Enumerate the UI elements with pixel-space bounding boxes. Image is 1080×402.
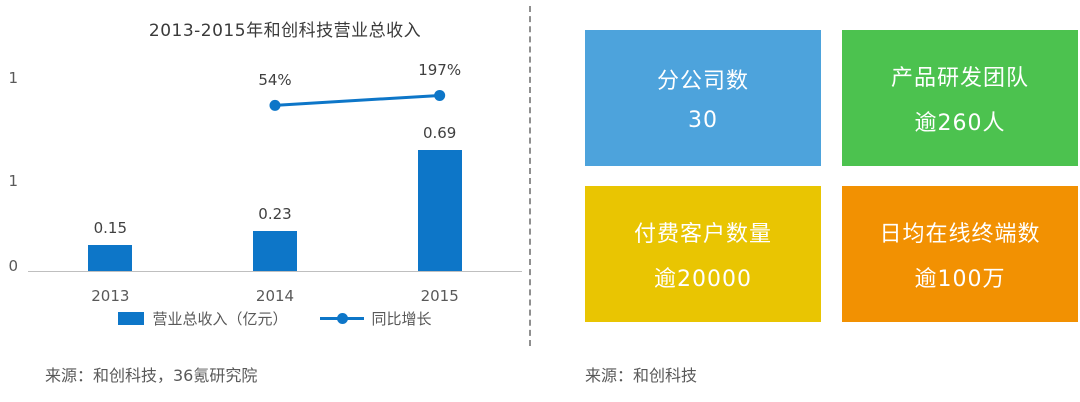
y-axis-tick: 1: [8, 172, 18, 190]
growth-value-label: 54%: [258, 71, 292, 90]
x-axis-label: 2013: [91, 287, 130, 305]
stat-card-paying-customers: 付费客户数量 逾20000: [585, 186, 821, 322]
growth-value-label: 197%: [418, 61, 462, 80]
bar-value-label: 0.15: [93, 219, 128, 237]
stat-value: 30: [688, 108, 718, 133]
stat-card-branches: 分公司数 30: [585, 30, 821, 166]
stats-source: 来源：和创科技: [585, 366, 698, 385]
revenue-chart-panel: 2013-2015年和创科技营业总收入 1 1 0 0.15 2013 0.23 20…: [0, 0, 530, 402]
stat-value: 逾20000: [654, 266, 752, 292]
plot-area: 0.15 2013 0.23 2014 54% 0.69 2015 197%: [28, 60, 522, 305]
stat-value: 逾260人: [914, 110, 1006, 136]
growth-line-dot: [434, 89, 446, 101]
line-marker-icon: [319, 312, 364, 325]
stats-panel: 分公司数 30 产品研发团队 逾260人 付费客户数量 逾20000 日均在线终…: [585, 30, 1078, 322]
x-axis-label: 2014: [255, 287, 295, 305]
revenue-bar: [253, 231, 297, 271]
stat-label: 日均在线终端数: [879, 221, 1041, 247]
revenue-bar: [88, 245, 133, 271]
growth-line-dot: [269, 99, 281, 111]
growth-line: [269, 89, 446, 111]
y-axis-tick: 0: [8, 257, 18, 275]
dashed-divider: [529, 6, 531, 346]
line-marker-dot: [336, 313, 348, 324]
chart-source: 来源：和创科技，36氪研究院: [45, 366, 258, 385]
x-axis-label: 2015: [420, 287, 459, 305]
legend-label-revenue: 营业总收入（亿元）: [152, 310, 288, 328]
stat-value: 逾100万: [914, 266, 1006, 292]
revenue-bar: [417, 150, 462, 271]
bar-swatch-icon: [118, 312, 145, 325]
bar-value-label: 0.23: [258, 205, 292, 223]
stat-card-online-terminals: 日均在线终端数 逾100万: [842, 186, 1078, 322]
bar-value-label: 0.69: [422, 124, 457, 142]
legend-label-growth: 同比增长: [371, 310, 432, 328]
stat-label: 付费客户数量: [633, 221, 772, 247]
stat-label: 产品研发团队: [890, 65, 1029, 91]
chart-title: 2013-2015年和创科技营业总收入: [148, 21, 422, 41]
y-axis-tick: 1: [8, 69, 18, 87]
legend-item-growth: 同比增长: [319, 308, 432, 329]
stat-label: 分公司数: [656, 69, 749, 94]
legend-item-revenue: 营业总收入（亿元）: [118, 308, 288, 329]
chart-legend: 营业总收入（亿元） 同比增长: [28, 308, 522, 329]
stat-card-rd-team: 产品研发团队 逾260人: [842, 30, 1078, 166]
